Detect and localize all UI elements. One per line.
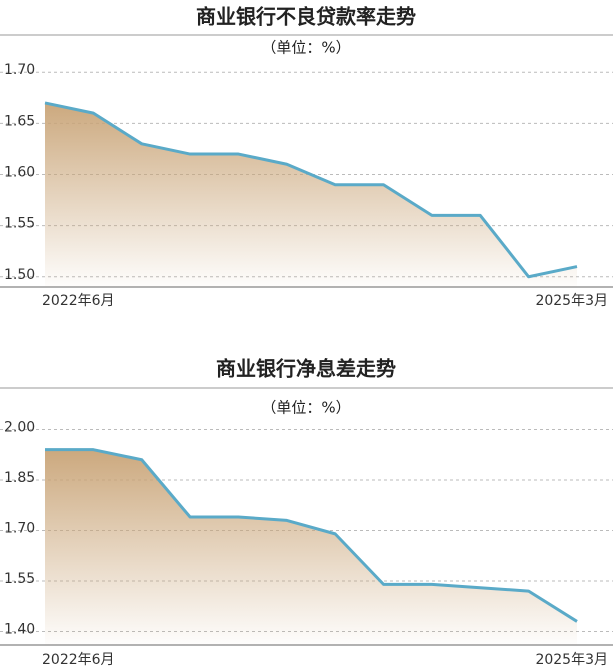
y-tick-label: 2.00: [4, 419, 35, 435]
area: [45, 102, 577, 287]
y-tick-label: 1.70: [4, 62, 35, 78]
x-tick-label: 2025年3月: [535, 293, 608, 309]
line: [45, 448, 578, 623]
chart-title: 商业银行净息差走势: [216, 357, 396, 381]
line: [44, 101, 578, 279]
chart-subtitle: （单位：%）: [261, 399, 350, 417]
area: [45, 449, 577, 645]
y-tick-label: 1.85: [4, 470, 35, 486]
y-tick-label: 1.55: [4, 216, 35, 232]
y-tick-label: 1.65: [4, 113, 35, 129]
chart-title: 商业银行不良贷款率走势: [196, 5, 416, 29]
chart-subtitle: （单位：%）: [261, 39, 350, 57]
y-tick-label: 1.40: [4, 622, 35, 638]
y-tick-label: 1.60: [4, 165, 35, 181]
y-tick-label: 1.70: [4, 521, 35, 537]
y-tick-label: 1.55: [4, 571, 35, 587]
x-tick-label: 2022年6月: [42, 652, 115, 668]
x-tick-label: 2025年3月: [535, 652, 608, 668]
x-tick-label: 2022年6月: [42, 293, 115, 309]
y-tick-label: 1.50: [4, 267, 35, 283]
